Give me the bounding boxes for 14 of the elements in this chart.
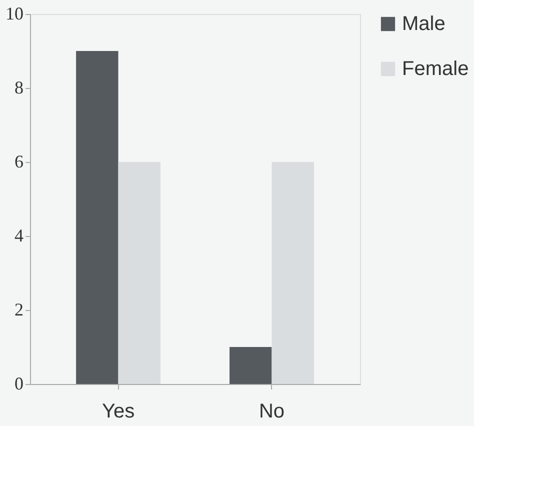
- x-tick-label: No: [258, 400, 285, 422]
- legend-label: Female: [402, 58, 469, 80]
- bar: [118, 162, 160, 384]
- y-tick-label: 4: [14, 226, 24, 246]
- bar: [272, 162, 314, 384]
- x-tick-label: Yes: [102, 400, 135, 422]
- bar: [230, 347, 272, 384]
- y-tick-label: 6: [14, 152, 24, 172]
- y-tick-label: 10: [6, 4, 24, 24]
- y-tick-label: 2: [14, 300, 24, 320]
- bar: [76, 51, 118, 384]
- y-tick-label: 0: [14, 374, 24, 394]
- legend-label: Male: [402, 13, 446, 35]
- y-tick-label: 8: [14, 78, 24, 98]
